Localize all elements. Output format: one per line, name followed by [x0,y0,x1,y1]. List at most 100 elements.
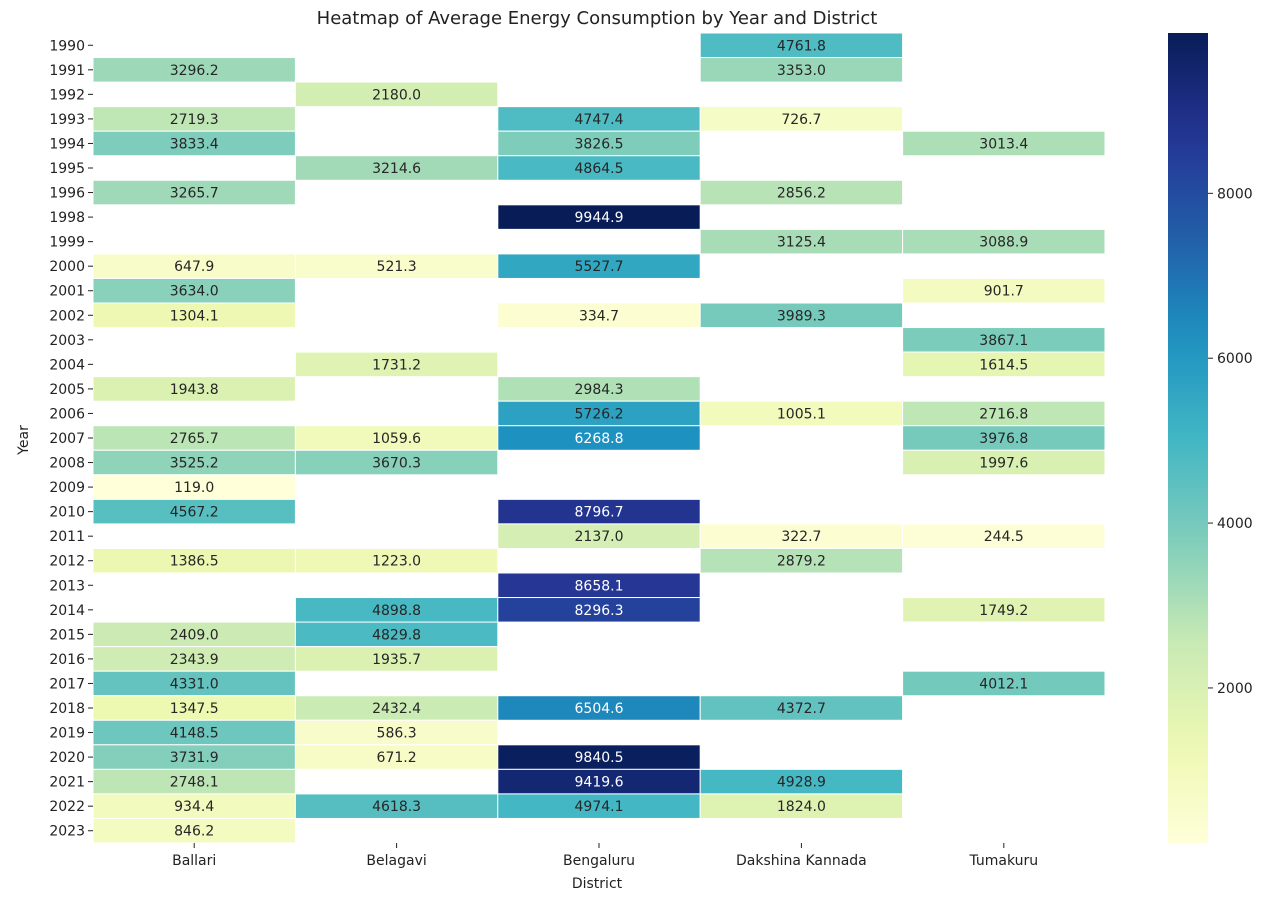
cell-value-label: 3731.9 [170,750,219,766]
cell-value-label: 244.5 [984,529,1024,545]
y-axis-label: Year [16,425,32,456]
colorbar-tick-label: 2000 [1217,681,1253,697]
heatmap-cell [902,449,1106,476]
cell-value-label: 1935.7 [372,652,421,668]
heatmap-cell [294,621,499,648]
cell-value-label: 901.7 [984,284,1024,300]
cell-value-label: 1304.1 [170,308,219,324]
cell-value-label: 2137.0 [575,529,624,545]
cell-value-label: 1005.1 [777,406,826,422]
heatmap-cell [699,302,904,329]
heatmap-cell [497,253,701,279]
cell-value-label: 1749.2 [979,603,1028,619]
heatmap-cell [92,744,296,770]
cell-value-label: 3013.4 [979,136,1028,152]
cell-value-label: 334.7 [579,308,619,324]
y-tick-label: 2011 [49,529,85,545]
colorbar-tick-label: 6000 [1217,351,1253,367]
heatmap-cell [699,57,904,83]
heatmap-cell [497,400,701,427]
heatmap-cell [92,621,296,648]
cell-value-label: 1943.8 [170,382,219,398]
heatmap-cell [294,253,499,279]
y-tick-label: 1996 [49,186,85,202]
cell-value-label: 934.4 [174,799,214,815]
cell-value-label: 4148.5 [170,726,219,742]
heatmap-cell [497,376,701,402]
heatmap-cell [699,523,904,549]
cell-value-label: 9944.9 [575,210,624,226]
y-tick-label: 2009 [49,480,85,496]
cell-value-label: 1059.6 [372,431,421,447]
y-tick-label: 1991 [49,63,85,79]
heatmap-cell [902,130,1106,157]
heatmap-cell [497,793,701,819]
x-tick-label: Belagavi [366,853,426,869]
cell-value-label: 4928.9 [777,775,826,791]
cell-value-label: 2716.8 [979,406,1028,422]
heatmap-cell [497,768,701,795]
y-tick-label: 2003 [49,333,85,349]
y-tick-label: 2007 [49,431,85,447]
cell-value-label: 4331.0 [170,676,219,692]
y-tick-label: 2013 [49,578,85,594]
cell-value-label: 1614.5 [979,357,1028,373]
heatmap-cell [294,597,499,623]
cell-value-label: 4761.8 [777,38,826,54]
heatmap-cell [497,695,701,721]
cell-value-label: 3353.0 [777,63,826,79]
heatmap-cell [497,597,701,623]
heatmap-cell [699,179,904,206]
cell-value-label: 1824.0 [777,799,826,815]
heatmap-cell [497,155,701,181]
cell-value-label: 4829.8 [372,627,421,643]
heatmap-cell [294,695,499,721]
y-tick-label: 2019 [49,726,85,742]
cell-value-label: 2856.2 [777,186,826,202]
cell-value-label: 4618.3 [372,799,421,815]
cell-value-label: 6268.8 [575,431,624,447]
heatmap-cell [902,228,1106,255]
heatmap-cell [497,425,701,451]
cell-value-label: 8796.7 [575,505,624,521]
y-tick-label: 2004 [49,357,85,373]
heatmap-cell [699,547,904,574]
cell-value-label: 3833.4 [170,136,219,152]
heatmap-cell [699,106,904,132]
heatmap-cell [92,646,296,672]
cell-value-label: 6504.6 [575,701,624,717]
cell-value-label: 2719.3 [170,112,219,128]
heatmap-cell [92,302,296,329]
heatmap-cell [699,32,904,59]
y-tick-label: 2002 [49,308,85,324]
cell-value-label: 3989.3 [777,308,826,324]
heatmap-cell [92,498,296,525]
y-tick-label: 2012 [49,554,85,570]
cell-value-label: 322.7 [781,529,821,545]
cell-value-label: 2765.7 [170,431,219,447]
cell-value-label: 671.2 [377,750,417,766]
heatmap-cell [902,523,1106,549]
heatmap-cell [92,376,296,402]
heatmap-cell [294,547,499,574]
cell-value-label: 3125.4 [777,235,826,251]
cell-value-label: 647.9 [174,259,214,275]
cell-value-label: 2984.3 [575,382,624,398]
y-tick-label: 1995 [49,161,85,177]
cell-value-label: 3634.0 [170,284,219,300]
cell-value-label: 3525.2 [170,456,219,472]
colorbar [1168,33,1208,843]
chart-title: Heatmap of Average Energy Consumption by… [317,8,878,29]
cell-value-label: 1731.2 [372,357,421,373]
y-tick-label: 2018 [49,701,85,717]
heatmap-cell [497,204,701,230]
cell-value-label: 2879.2 [777,554,826,570]
cell-value-label: 3296.2 [170,63,219,79]
y-tick-label: 1993 [49,112,85,128]
cell-value-label: 3214.6 [372,161,421,177]
heatmap-cell [92,817,296,844]
heatmap-cell [92,277,296,304]
y-tick-label: 2023 [49,824,85,840]
cell-value-label: 8658.1 [575,578,624,594]
